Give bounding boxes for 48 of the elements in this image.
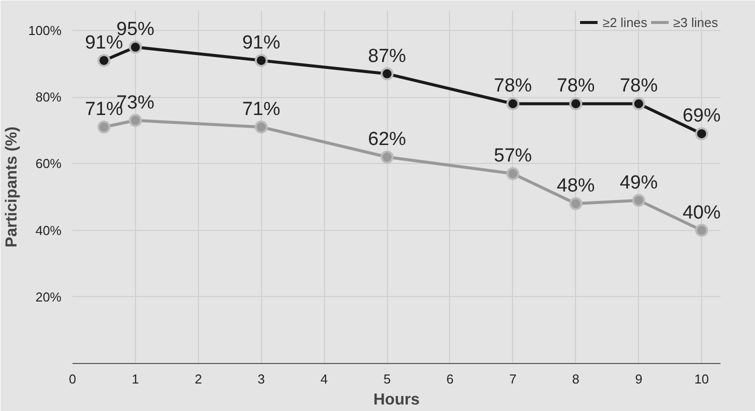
data-label: 48%	[556, 176, 595, 197]
point	[380, 150, 394, 164]
point	[254, 120, 268, 134]
data-label: 71%	[242, 99, 280, 120]
y-tick-label: 100%	[28, 22, 62, 38]
y-tick-label: 80%	[35, 90, 62, 105]
point	[632, 97, 646, 110]
x-tick-label: 5	[383, 372, 391, 386]
point	[695, 224, 708, 237]
data-label: 87%	[368, 46, 406, 67]
x-axis-title: Hours	[373, 392, 420, 408]
data-label: 49%	[620, 172, 658, 194]
x-tick-label: 0	[68, 372, 76, 386]
x-tick-label: 10	[694, 372, 709, 386]
data-label: 78%	[494, 76, 532, 97]
data-label: 69%	[682, 106, 721, 127]
x-tick-label: 6	[446, 372, 454, 386]
y-tick-label: 40%	[35, 222, 62, 238]
point	[97, 54, 110, 67]
point	[632, 194, 646, 207]
y-tick-label: 20%	[35, 289, 62, 304]
y-tick-label: 60%	[35, 156, 62, 172]
point	[506, 97, 520, 110]
x-tick-label: 2	[194, 372, 202, 386]
data-label: 57%	[494, 146, 532, 167]
point	[506, 167, 520, 180]
point	[695, 127, 708, 140]
x-tick-label: 9	[635, 372, 642, 386]
x-tick-label: 1	[132, 372, 140, 386]
point	[569, 97, 582, 110]
x-tick-label: 4	[320, 372, 328, 386]
point	[569, 197, 582, 210]
y-axis-title: Participants (%)	[3, 126, 20, 248]
data-label: 78%	[556, 76, 595, 97]
point	[254, 54, 268, 67]
data-label: 40%	[682, 202, 721, 224]
data-label: 91%	[242, 32, 280, 54]
x-tick-label: 8	[572, 372, 580, 386]
data-label: 78%	[620, 76, 658, 97]
legend-label: ≥3 lines	[673, 14, 718, 30]
point	[380, 67, 394, 80]
legend-label: ≥2 lines	[602, 14, 648, 30]
point	[128, 40, 142, 54]
x-tick-label: 7	[509, 372, 517, 386]
point	[128, 114, 142, 127]
point	[97, 120, 110, 134]
data-label: 62%	[368, 129, 406, 150]
x-tick-label: 3	[258, 372, 265, 386]
